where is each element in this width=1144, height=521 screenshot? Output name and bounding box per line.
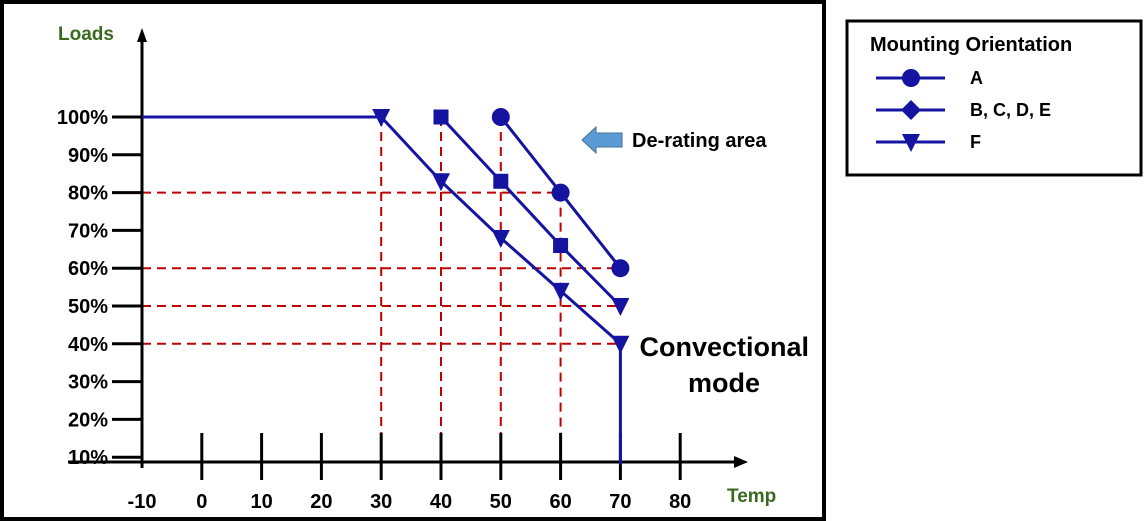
x-axis — [68, 456, 748, 468]
legend: A B, C, D, E F — [876, 68, 1051, 152]
x-tick-label-10: 10 — [250, 491, 272, 513]
y-ticks: 10% 20% 30% 40% 50% 60% 70% 80% 90% 100% — [57, 107, 142, 469]
series-3-point-4 — [551, 282, 570, 301]
legend-marker-3 — [902, 134, 920, 152]
series-1-point-2 — [551, 183, 570, 202]
legend-marker-2 — [901, 100, 921, 120]
mode-label-line1: Convectional — [639, 332, 809, 362]
legend-marker-1 — [902, 69, 920, 87]
series-2-point-3 — [553, 238, 569, 254]
series-3-point-2 — [432, 173, 450, 192]
legend-label-3: F — [970, 132, 981, 152]
series-3-point-3 — [491, 229, 510, 248]
y-tick-label-70: 70% — [68, 220, 108, 242]
y-tick-label-90: 90% — [68, 145, 108, 167]
y-tick-label-20: 20% — [68, 409, 108, 431]
series-1-point-3 — [611, 259, 630, 278]
x-axis-label: Temp — [727, 486, 776, 507]
series-group — [142, 108, 630, 465]
y-tick-label-40: 40% — [68, 334, 108, 356]
series-2-point-2 — [493, 173, 509, 189]
y-tick-label-10: 10% — [68, 447, 108, 469]
legend-title: Mounting Orientation — [870, 34, 1072, 56]
x-tick-label-40: 40 — [430, 491, 452, 513]
x-tick-label--10: -10 — [128, 491, 157, 513]
x-tick-label-20: 20 — [310, 491, 332, 513]
y-tick-label-30: 30% — [68, 372, 108, 394]
x-tick-label-30: 30 — [370, 491, 392, 513]
series-1-point-1 — [491, 108, 510, 126]
series-3-point-1 — [372, 109, 391, 127]
y-axis-label: Loads — [58, 24, 114, 45]
series-3-point-5 — [611, 298, 630, 316]
legend-label-1: A — [970, 68, 983, 88]
derating-label: De-rating area — [632, 130, 767, 152]
guide-lines — [142, 117, 621, 462]
y-tick-label-50: 50% — [68, 296, 108, 318]
x-tick-label-80: 80 — [669, 491, 691, 513]
x-tick-label-60: 60 — [549, 491, 571, 513]
x-tick-label-50: 50 — [490, 491, 512, 513]
derating-arrow — [581, 125, 623, 155]
series-3-point-6 — [611, 335, 630, 354]
y-tick-label-60: 60% — [68, 258, 108, 280]
series-2-point-1 — [433, 109, 449, 125]
y-tick-label-100: 100% — [57, 107, 108, 129]
x-tick-label-0: 0 — [196, 491, 207, 513]
x-tick-label-70: 70 — [609, 491, 631, 513]
y-tick-label-80: 80% — [68, 183, 108, 205]
x-ticks: -10 0 10 20 30 40 50 60 70 80 — [128, 433, 691, 513]
legend-frame — [845, 19, 1143, 177]
chart-frame — [0, 0, 826, 521]
series-line-2 — [439, 115, 622, 308]
y-axis — [137, 28, 147, 468]
legend-label-2: B, C, D, E — [970, 100, 1051, 120]
mode-label-line2: mode — [688, 368, 760, 398]
